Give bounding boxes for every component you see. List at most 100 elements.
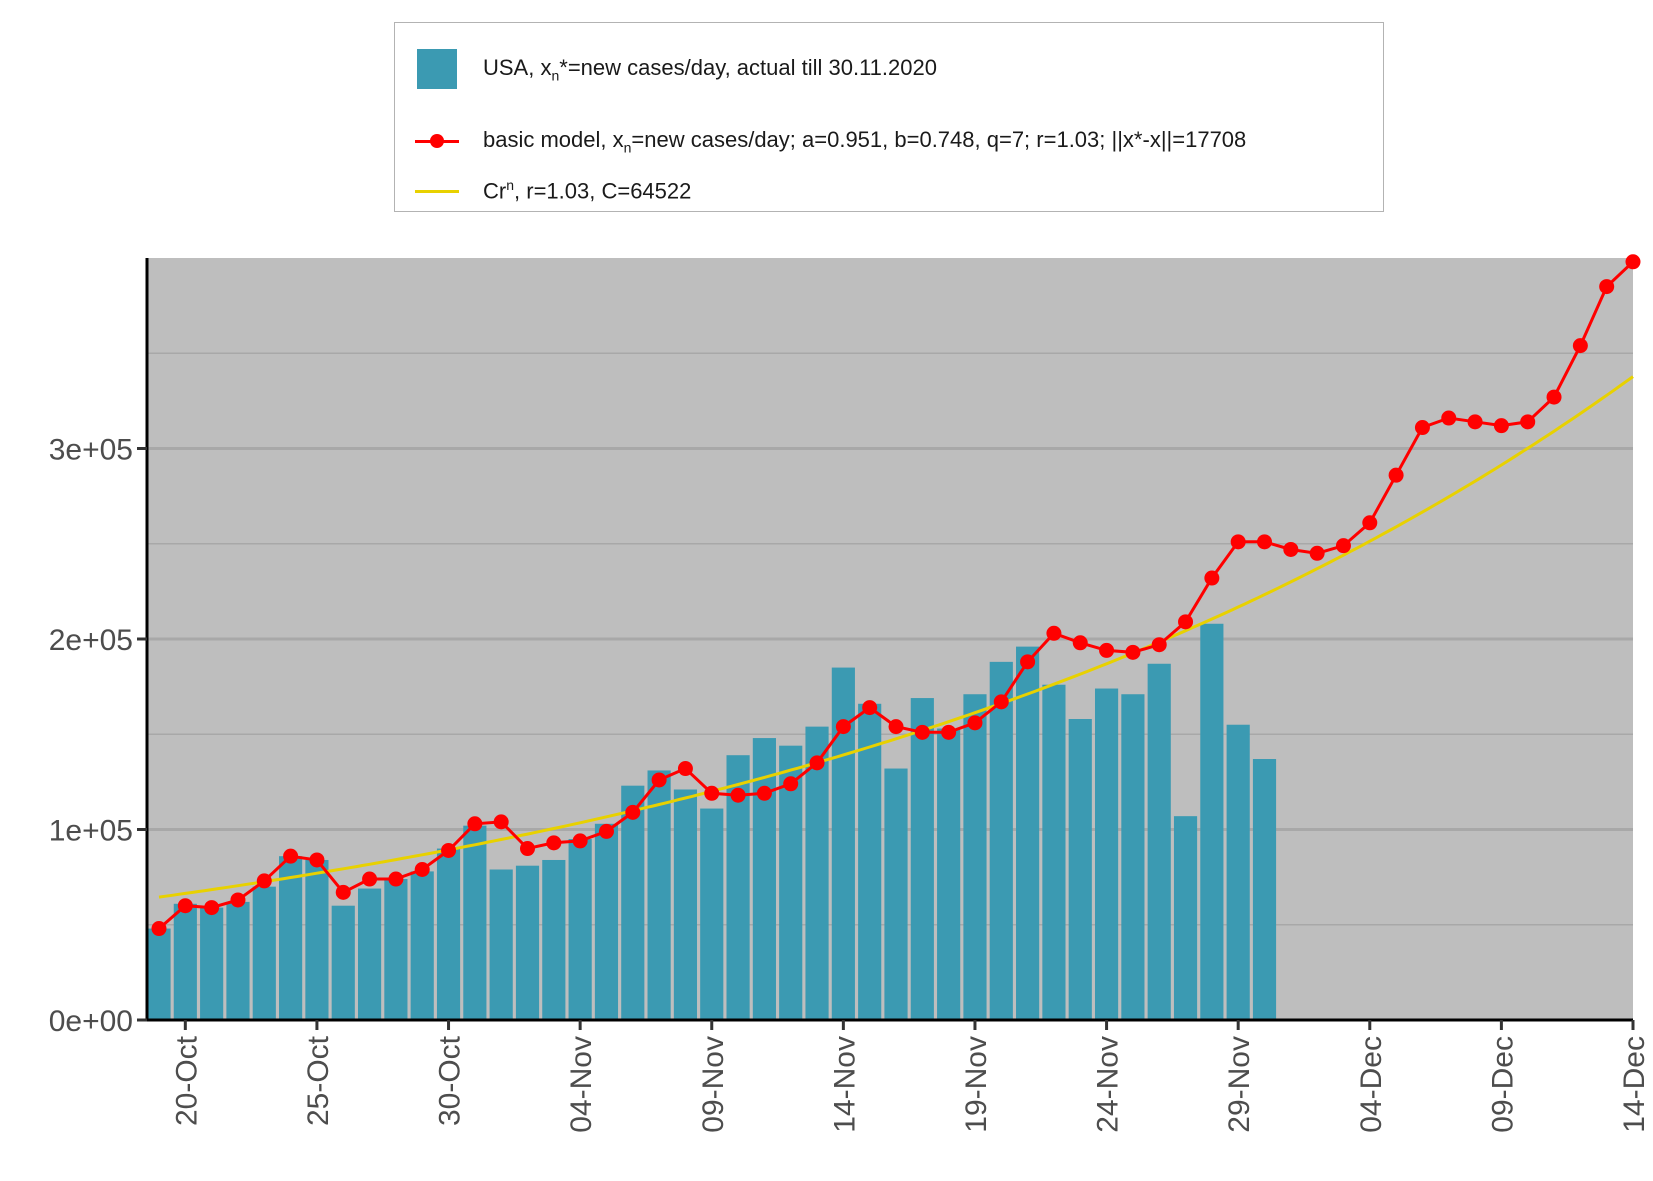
model-point: [1204, 570, 1220, 586]
model-point: [993, 694, 1009, 710]
model-point: [756, 785, 772, 801]
model-point: [1467, 414, 1483, 430]
model-point: [283, 848, 299, 864]
y-tick-label: 1e+05: [49, 815, 133, 848]
bar: [989, 661, 1013, 1020]
bar: [279, 856, 303, 1020]
model-point: [1283, 541, 1299, 557]
model-point: [309, 852, 325, 868]
bar: [489, 869, 513, 1020]
model-point: [1151, 637, 1167, 653]
bar: [963, 694, 987, 1020]
legend-item-model: basic model, xn=new cases/day; a=0.951, …: [415, 119, 1246, 163]
model-point: [862, 700, 878, 716]
model-point: [1072, 635, 1088, 651]
legend-label-bars: USA, xn*=new cases/day, actual till 30.1…: [483, 54, 937, 84]
model-point: [1414, 420, 1430, 436]
model-point: [1125, 644, 1141, 660]
model-point: [914, 724, 930, 740]
model-point: [546, 835, 562, 851]
model-point: [1230, 534, 1246, 550]
model-point: [1309, 545, 1325, 561]
model-point: [1441, 410, 1457, 426]
bar: [647, 770, 671, 1020]
model-point: [625, 804, 641, 820]
legend-key-fit: [415, 171, 459, 211]
bar: [1226, 724, 1250, 1020]
model-point: [572, 833, 588, 849]
bar: [463, 825, 487, 1020]
model-point: [362, 871, 378, 887]
bar: [331, 905, 355, 1020]
model-point: [835, 719, 851, 735]
x-tick-label: 04-Dec: [1355, 1036, 1388, 1133]
model-point: [941, 724, 957, 740]
x-tick-label: 14-Nov: [828, 1036, 861, 1133]
bar: [594, 823, 619, 1020]
model-point: [1546, 389, 1562, 405]
x-tick-label: 29-Nov: [1223, 1036, 1256, 1133]
model-point: [1599, 279, 1615, 295]
bar: [357, 888, 382, 1020]
model-point: [1388, 467, 1404, 483]
bar: [384, 879, 408, 1020]
legend-item-bars: USA, xn*=new cases/day, actual till 30.1…: [415, 47, 937, 91]
bar: [226, 901, 250, 1020]
model-point: [151, 921, 167, 937]
bar: [1200, 623, 1224, 1020]
x-tick-label: 09-Dec: [1486, 1036, 1519, 1133]
y-tick-label: 3e+05: [49, 434, 133, 467]
bar: [252, 886, 276, 1020]
bar: [805, 726, 829, 1020]
model-point: [704, 785, 720, 801]
model-point: [204, 900, 220, 916]
model-point: [783, 776, 799, 792]
model-point: [967, 715, 983, 731]
fit-curve: [158, 375, 1634, 899]
bar: [1068, 719, 1092, 1020]
x-tick-label: 25-Oct: [302, 1035, 335, 1126]
bar-series: [147, 623, 1277, 1020]
bar: [1121, 694, 1145, 1020]
bar: [305, 859, 329, 1020]
model-point: [1520, 414, 1536, 430]
legend-key-bar: [415, 49, 459, 89]
model-point: [388, 871, 404, 887]
bar: [568, 839, 592, 1020]
x-tick-label: 04-Nov: [565, 1036, 598, 1133]
model-point: [1572, 338, 1588, 354]
bar: [1147, 663, 1171, 1020]
bar: [779, 745, 803, 1020]
model-point: [1362, 515, 1378, 531]
bar: [910, 698, 934, 1020]
model-point: [888, 719, 904, 735]
bar: [884, 768, 908, 1020]
model-point: [335, 884, 351, 900]
bar: [1042, 684, 1066, 1020]
bar: [673, 789, 698, 1020]
y-tick-label: 0e+00: [49, 1005, 133, 1038]
axes: 0e+00 1e+05 2e+05 3e+05 20-Oct 25-Oct 30-Oct 04…: [49, 258, 1651, 1133]
model-point: [1046, 625, 1062, 641]
legend-label-model: basic model, xn=new cases/day; a=0.951, …: [483, 126, 1247, 156]
model-series: [151, 254, 1641, 937]
model-point: [493, 814, 509, 830]
model-point: [598, 823, 614, 839]
bar: [173, 903, 197, 1020]
bar: [200, 907, 224, 1020]
model-point: [177, 898, 193, 914]
model-point: [730, 787, 746, 803]
bar: [515, 865, 540, 1020]
bar: [147, 928, 171, 1020]
model-point: [1335, 538, 1351, 554]
x-tick-label: 30-Oct: [434, 1035, 467, 1126]
y-tick-label: 2e+05: [49, 624, 133, 657]
bar: [937, 728, 961, 1020]
model-point: [256, 873, 272, 889]
bar: [621, 785, 645, 1020]
model-point: [414, 862, 430, 878]
bar: [1252, 759, 1277, 1020]
model-point: [1020, 654, 1036, 670]
bar: [726, 755, 750, 1020]
